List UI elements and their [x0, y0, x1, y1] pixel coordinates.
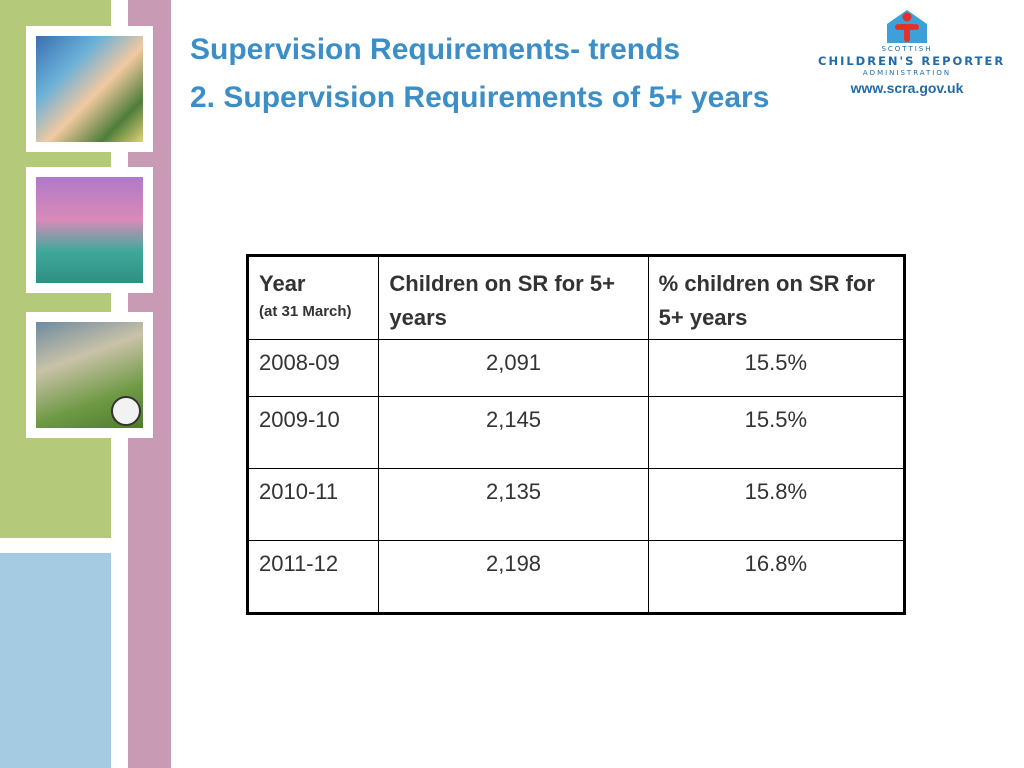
table-header-row: Year (at 31 March) Children on SR for 5+…: [246, 255, 906, 340]
header-percent: % children on SR for 5+ years: [647, 255, 906, 340]
table-row: 2011-12 2,198 16.8%: [246, 540, 906, 614]
header-year: Year (at 31 March): [246, 255, 380, 340]
cell-percent: 15.5%: [647, 339, 906, 397]
cell-children: 2,091: [378, 339, 649, 397]
cell-percent: 15.8%: [647, 468, 906, 541]
photo-image: [36, 177, 143, 283]
title-line-2: 2. Supervision Requirements of 5+ years: [190, 81, 770, 114]
title-line-1: Supervision Requirements- trends: [190, 33, 681, 66]
supervision-table: Year (at 31 March) Children on SR for 5+…: [246, 254, 906, 615]
football-icon: [111, 396, 141, 426]
table-row: 2008-09 2,091 15.5%: [246, 339, 906, 397]
scra-logo: SCOTTISH CHILDREN'S REPORTER ADMINISTRAT…: [818, 6, 1006, 116]
cell-percent: 16.8%: [647, 540, 906, 614]
photo-image: [36, 36, 143, 142]
cell-children: 2,145: [378, 396, 649, 469]
header-year-label: Year: [259, 271, 306, 296]
website-url: www.scra.gov.uk: [850, 80, 964, 96]
cell-year: 2010-11: [246, 468, 380, 541]
cell-children: 2,198: [378, 540, 649, 614]
logo-org-suffix: ADMINISTRATION: [862, 69, 952, 77]
cell-year: 2009-10: [246, 396, 380, 469]
jigsaw-house-icon: [887, 10, 927, 43]
cell-percent: 15.5%: [647, 396, 906, 469]
table-row: 2009-10 2,145 15.5%: [246, 396, 906, 469]
photo-child-painting: [26, 26, 153, 152]
logo-org-name: CHILDREN'S REPORTER: [818, 54, 1006, 68]
cell-year: 2011-12: [246, 540, 380, 614]
header-children: Children on SR for 5+ years: [378, 255, 649, 340]
page-title: Supervision Requirements- trends 2. Supe…: [190, 26, 790, 122]
cell-children: 2,135: [378, 468, 649, 541]
logo-org-prefix: SCOTTISH: [881, 45, 933, 53]
photo-image: [36, 322, 143, 428]
table-row: 2010-11 2,135 15.8%: [246, 468, 906, 541]
cell-year: 2008-09: [246, 339, 380, 397]
photo-child-bouncy-castle: [26, 167, 153, 293]
photo-child-football: [26, 312, 153, 438]
header-year-sub: (at 31 March): [259, 303, 352, 320]
left-blue-stripe: [0, 553, 111, 768]
